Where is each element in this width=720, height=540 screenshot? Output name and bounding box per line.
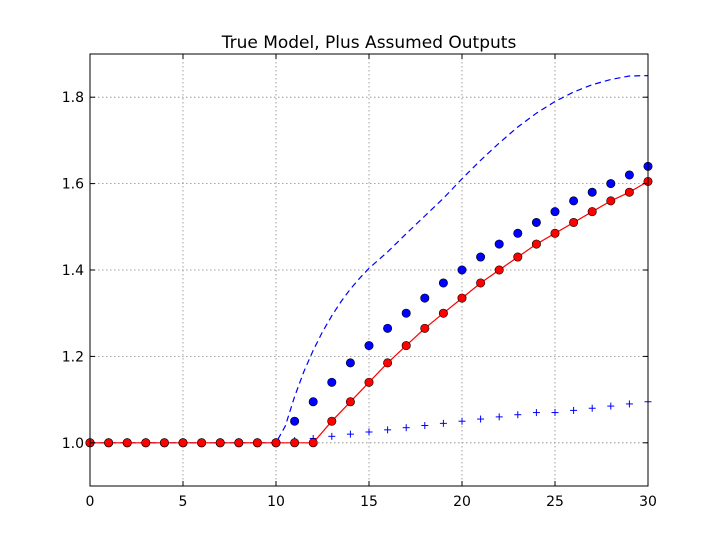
data-point [514,411,522,419]
data-point [401,341,411,351]
data-point [550,207,560,217]
data-point [141,438,151,448]
data-point [457,265,467,275]
data-point [531,239,541,249]
data-point [252,438,262,448]
x-tick-label: 30 [639,494,657,510]
data-point [401,308,411,318]
data-point [570,406,578,414]
y-tick-label: 1.4 [62,263,84,279]
data-point [477,415,485,423]
data-point [495,413,503,421]
data-point [550,228,560,238]
x-tick-label: 10 [267,494,285,510]
data-point [513,228,523,238]
chart-title: True Model, Plus Assumed Outputs [221,33,517,53]
data-point [178,438,188,448]
data-point [327,416,337,426]
data-point [457,293,467,303]
data-point [420,323,430,333]
series-line [90,75,649,444]
data-point [494,239,504,249]
y-tick-label: 1.8 [62,90,84,106]
data-point [588,404,596,412]
data-point [569,196,579,206]
series-dashed-line [90,75,649,444]
x-tick-label: 15 [360,494,378,510]
data-point [345,358,355,368]
data-point [383,358,393,368]
data-point [476,278,486,288]
data-point [438,278,448,288]
data-point [625,400,633,408]
data-point [402,424,410,432]
data-point [308,397,318,407]
data-point [345,397,355,407]
x-tick-label: 20 [453,494,471,510]
data-point [606,196,616,206]
y-tick-label: 1.0 [62,436,84,452]
data-point [308,438,318,448]
data-point [532,409,540,417]
y-tick-label: 1.2 [62,349,84,365]
data-point [290,438,300,448]
series-line-with-circle-markers [85,176,653,448]
data-point [531,217,541,227]
data-point [197,438,207,448]
data-point [364,377,374,387]
data-point [513,252,523,262]
data-point [234,438,244,448]
data-point [365,428,373,436]
tick-labels: 0 5 10 15 20 25 30 1.0 1.2 1.4 1.6 1.8 [62,90,657,510]
data-point [328,432,336,440]
data-point [458,417,466,425]
data-point [364,341,374,351]
data-point [624,187,634,197]
data-point [290,416,300,426]
data-point [215,438,225,448]
data-point [383,323,393,333]
data-point [421,422,429,430]
data-point [439,419,447,427]
data-point [587,187,597,197]
data-point [438,308,448,318]
data-point [569,217,579,227]
data-point [420,293,430,303]
data-point [494,265,504,275]
data-point [159,438,169,448]
data-point [327,377,337,387]
data-point [104,438,114,448]
data-point [346,430,354,438]
x-tick-label: 0 [86,494,95,510]
data-point [606,179,616,189]
series-layer [85,75,653,448]
data-point [122,438,132,448]
data-point [271,438,281,448]
ticks [89,54,649,486]
data-point [551,409,559,417]
data-point [607,402,615,410]
y-tick-label: 1.6 [62,177,84,193]
x-tick-label: 5 [179,494,188,510]
data-point [384,426,392,434]
data-point [587,207,597,217]
x-tick-label: 25 [546,494,564,510]
data-point [476,252,486,262]
data-point [624,170,634,180]
